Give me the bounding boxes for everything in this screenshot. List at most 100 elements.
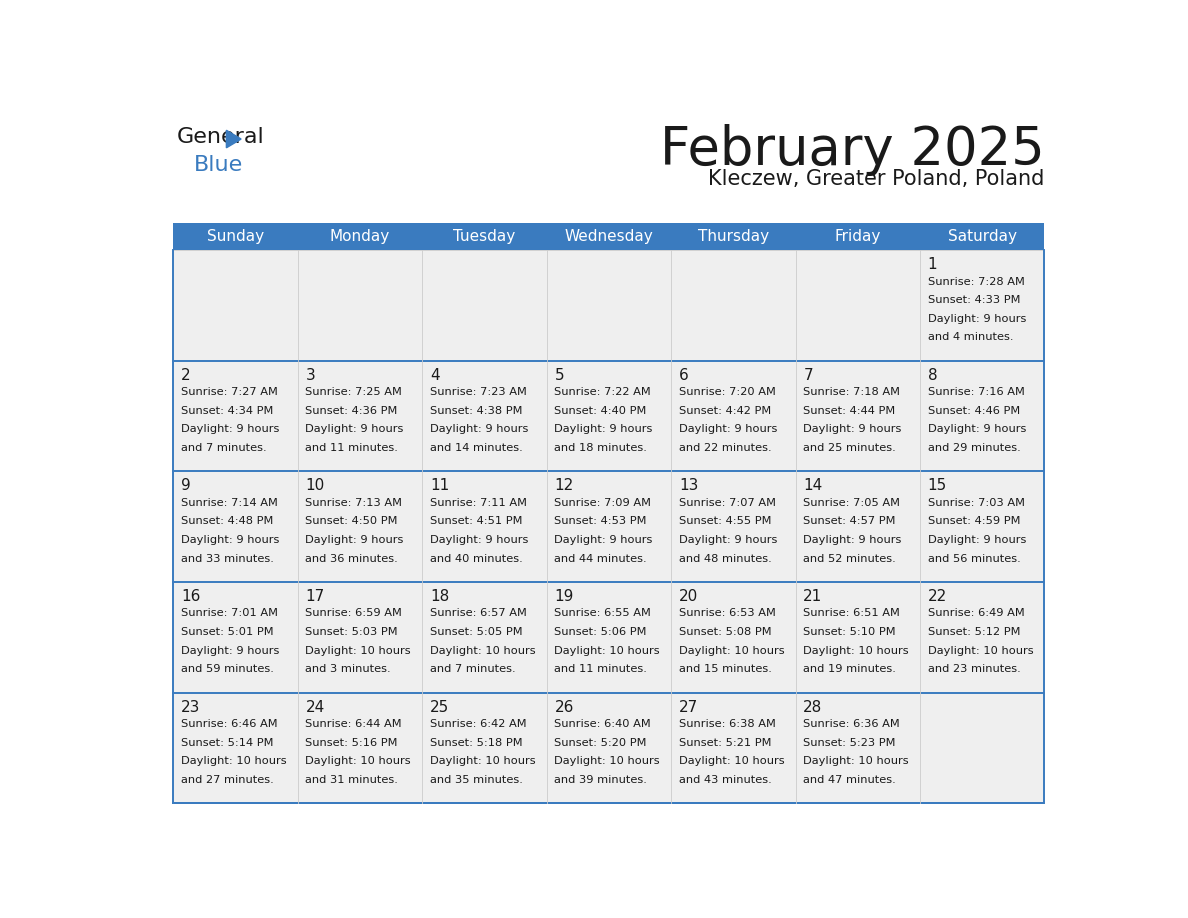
Text: Daylight: 9 hours: Daylight: 9 hours xyxy=(430,424,529,434)
Text: Kleczew, Greater Poland, Poland: Kleczew, Greater Poland, Poland xyxy=(708,169,1044,189)
Text: and 35 minutes.: and 35 minutes. xyxy=(430,775,523,785)
Bar xyxy=(920,361,1044,472)
Text: Tuesday: Tuesday xyxy=(454,229,516,244)
Text: 12: 12 xyxy=(555,478,574,493)
Text: Sunrise: 7:09 AM: Sunrise: 7:09 AM xyxy=(555,498,651,508)
Text: and 11 minutes.: and 11 minutes. xyxy=(305,443,398,453)
Bar xyxy=(546,361,671,472)
Text: Sunset: 5:21 PM: Sunset: 5:21 PM xyxy=(678,737,771,747)
Text: Sunrise: 7:23 AM: Sunrise: 7:23 AM xyxy=(430,387,526,397)
Text: and 7 minutes.: and 7 minutes. xyxy=(181,443,266,453)
Text: Daylight: 9 hours: Daylight: 9 hours xyxy=(305,424,404,434)
Text: Sunset: 4:33 PM: Sunset: 4:33 PM xyxy=(928,296,1020,306)
Text: Sunset: 4:42 PM: Sunset: 4:42 PM xyxy=(678,406,771,416)
Text: and 36 minutes.: and 36 minutes. xyxy=(305,554,398,564)
Text: and 39 minutes.: and 39 minutes. xyxy=(555,775,647,785)
Text: Daylight: 10 hours: Daylight: 10 hours xyxy=(803,645,909,655)
Text: Sunrise: 7:22 AM: Sunrise: 7:22 AM xyxy=(555,387,651,397)
Text: Daylight: 10 hours: Daylight: 10 hours xyxy=(430,756,536,767)
Text: and 56 minutes.: and 56 minutes. xyxy=(928,554,1020,564)
Text: Daylight: 9 hours: Daylight: 9 hours xyxy=(928,535,1026,545)
Bar xyxy=(422,692,546,803)
Text: Sunset: 5:03 PM: Sunset: 5:03 PM xyxy=(305,627,398,637)
Text: Sunrise: 6:36 AM: Sunrise: 6:36 AM xyxy=(803,719,901,729)
Text: and 40 minutes.: and 40 minutes. xyxy=(430,554,523,564)
Text: 4: 4 xyxy=(430,368,440,383)
Bar xyxy=(173,692,298,803)
Text: and 15 minutes.: and 15 minutes. xyxy=(678,665,772,674)
Text: 13: 13 xyxy=(678,478,699,493)
Text: 18: 18 xyxy=(430,589,449,604)
Bar xyxy=(546,251,671,361)
Text: 25: 25 xyxy=(430,700,449,714)
Text: Daylight: 10 hours: Daylight: 10 hours xyxy=(678,756,784,767)
Text: Sunrise: 7:13 AM: Sunrise: 7:13 AM xyxy=(305,498,403,508)
Text: and 14 minutes.: and 14 minutes. xyxy=(430,443,523,453)
Text: Daylight: 9 hours: Daylight: 9 hours xyxy=(803,424,902,434)
Text: Monday: Monday xyxy=(330,229,390,244)
Text: Sunset: 5:23 PM: Sunset: 5:23 PM xyxy=(803,737,896,747)
Bar xyxy=(173,361,298,472)
Text: Sunrise: 7:27 AM: Sunrise: 7:27 AM xyxy=(181,387,278,397)
Text: and 52 minutes.: and 52 minutes. xyxy=(803,554,896,564)
Text: Daylight: 9 hours: Daylight: 9 hours xyxy=(928,314,1026,324)
Text: and 7 minutes.: and 7 minutes. xyxy=(430,665,516,674)
Text: Sunrise: 6:55 AM: Sunrise: 6:55 AM xyxy=(555,609,651,619)
Text: and 47 minutes.: and 47 minutes. xyxy=(803,775,896,785)
Text: Sunrise: 7:20 AM: Sunrise: 7:20 AM xyxy=(678,387,776,397)
Text: 3: 3 xyxy=(305,368,315,383)
Text: Sunrise: 6:51 AM: Sunrise: 6:51 AM xyxy=(803,609,901,619)
Bar xyxy=(796,472,920,582)
Text: 2: 2 xyxy=(181,368,191,383)
Bar xyxy=(920,472,1044,582)
Text: 26: 26 xyxy=(555,700,574,714)
Text: 28: 28 xyxy=(803,700,822,714)
Text: 14: 14 xyxy=(803,478,822,493)
Text: and 44 minutes.: and 44 minutes. xyxy=(555,554,647,564)
Text: Sunset: 5:18 PM: Sunset: 5:18 PM xyxy=(430,737,523,747)
Bar xyxy=(546,692,671,803)
Text: 6: 6 xyxy=(678,368,689,383)
Text: Daylight: 10 hours: Daylight: 10 hours xyxy=(181,756,286,767)
Text: Daylight: 10 hours: Daylight: 10 hours xyxy=(678,645,784,655)
Text: 16: 16 xyxy=(181,589,201,604)
Text: 20: 20 xyxy=(678,589,699,604)
Text: Sunset: 5:10 PM: Sunset: 5:10 PM xyxy=(803,627,896,637)
Text: and 19 minutes.: and 19 minutes. xyxy=(803,665,896,674)
Text: 21: 21 xyxy=(803,589,822,604)
Text: 23: 23 xyxy=(181,700,201,714)
Text: 10: 10 xyxy=(305,478,324,493)
Text: Sunrise: 7:05 AM: Sunrise: 7:05 AM xyxy=(803,498,901,508)
Text: 11: 11 xyxy=(430,478,449,493)
Text: Daylight: 9 hours: Daylight: 9 hours xyxy=(678,535,777,545)
Text: 24: 24 xyxy=(305,700,324,714)
Text: Sunset: 5:14 PM: Sunset: 5:14 PM xyxy=(181,737,273,747)
Bar xyxy=(920,692,1044,803)
Text: Daylight: 9 hours: Daylight: 9 hours xyxy=(430,535,529,545)
Text: and 4 minutes.: and 4 minutes. xyxy=(928,332,1013,342)
Bar xyxy=(546,472,671,582)
Bar xyxy=(173,222,1044,251)
Bar xyxy=(920,251,1044,361)
Text: Blue: Blue xyxy=(194,155,242,174)
Text: Sunset: 4:57 PM: Sunset: 4:57 PM xyxy=(803,517,896,526)
Text: and 33 minutes.: and 33 minutes. xyxy=(181,554,274,564)
Text: Sunrise: 6:53 AM: Sunrise: 6:53 AM xyxy=(678,609,776,619)
Text: and 11 minutes.: and 11 minutes. xyxy=(555,665,647,674)
Text: Sunset: 4:50 PM: Sunset: 4:50 PM xyxy=(305,517,398,526)
Bar xyxy=(546,582,671,692)
Bar xyxy=(671,582,796,692)
Text: Sunset: 4:38 PM: Sunset: 4:38 PM xyxy=(430,406,523,416)
Text: 7: 7 xyxy=(803,368,813,383)
Text: and 48 minutes.: and 48 minutes. xyxy=(678,554,771,564)
Bar xyxy=(422,472,546,582)
Text: Daylight: 9 hours: Daylight: 9 hours xyxy=(555,424,652,434)
Text: General: General xyxy=(176,127,264,147)
Text: Daylight: 9 hours: Daylight: 9 hours xyxy=(181,645,279,655)
Text: Sunrise: 7:14 AM: Sunrise: 7:14 AM xyxy=(181,498,278,508)
Text: Daylight: 9 hours: Daylight: 9 hours xyxy=(181,424,279,434)
Text: Sunset: 4:36 PM: Sunset: 4:36 PM xyxy=(305,406,398,416)
Text: Sunset: 4:34 PM: Sunset: 4:34 PM xyxy=(181,406,273,416)
Text: Sunset: 4:55 PM: Sunset: 4:55 PM xyxy=(678,517,771,526)
Text: and 59 minutes.: and 59 minutes. xyxy=(181,665,274,674)
